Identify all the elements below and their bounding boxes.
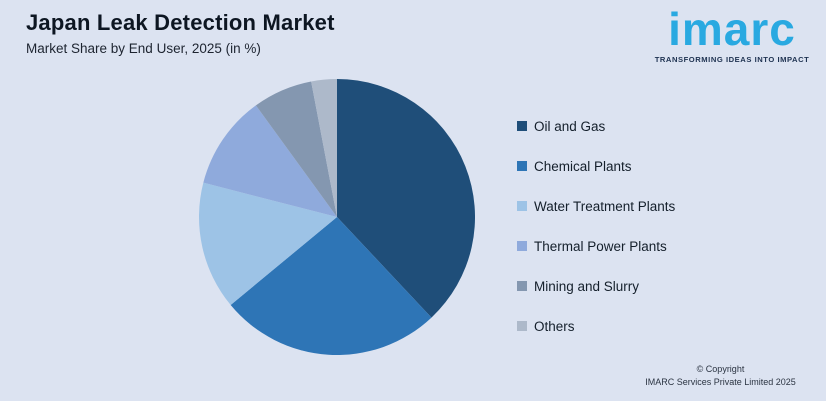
page-title: Japan Leak Detection Market xyxy=(26,10,335,35)
copyright-line1: © Copyright xyxy=(696,363,745,374)
legend-swatch-icon xyxy=(517,281,527,291)
legend-label: Water Treatment Plants xyxy=(534,198,676,214)
legend-label: Others xyxy=(534,318,575,334)
pie-chart xyxy=(199,79,475,355)
pie-slice-oil-and-gas xyxy=(337,79,475,318)
legend-swatch-icon xyxy=(517,201,527,211)
legend-swatch-icon xyxy=(517,161,527,171)
legend-item-others: Others xyxy=(517,313,675,339)
copyright-line2: IMARC Services Private Limited 2025 xyxy=(645,376,796,387)
legend-swatch-icon xyxy=(517,241,527,251)
logo-brand-text: imarc xyxy=(668,3,796,55)
imarc-logo: imarc TRANSFORMING IDEAS INTO IMPACT xyxy=(652,6,812,64)
legend-item-thermal-power-plants: Thermal Power Plants xyxy=(517,233,675,259)
legend-label: Oil and Gas xyxy=(534,118,606,134)
legend-swatch-icon xyxy=(517,321,527,331)
page-subtitle: Market Share by End User, 2025 (in %) xyxy=(26,41,261,56)
pie-slice-chemical-plants xyxy=(230,217,432,355)
legend-item-chemical-plants: Chemical Plants xyxy=(517,153,675,179)
legend-item-oil-and-gas: Oil and Gas xyxy=(517,113,675,139)
pie-slice-mining-and-slurry xyxy=(255,81,337,217)
legend-item-mining-and-slurry: Mining and Slurry xyxy=(517,273,675,299)
pie-slice-water-treatment-plants xyxy=(199,182,337,305)
legend-swatch-icon xyxy=(517,121,527,131)
logo-tagline: TRANSFORMING IDEAS INTO IMPACT xyxy=(654,55,810,64)
legend: Oil and Gas Chemical Plants Water Treatmen… xyxy=(517,113,675,353)
pie-slice-thermal-power-plants xyxy=(203,105,337,217)
legend-label: Chemical Plants xyxy=(534,158,632,174)
legend-label: Mining and Slurry xyxy=(534,278,640,294)
copyright: © Copyright IMARC Services Private Limit… xyxy=(628,363,813,389)
legend-item-water-treatment-plants: Water Treatment Plants xyxy=(517,193,675,219)
pie-slice-others xyxy=(311,79,337,217)
legend-label: Thermal Power Plants xyxy=(534,238,667,254)
